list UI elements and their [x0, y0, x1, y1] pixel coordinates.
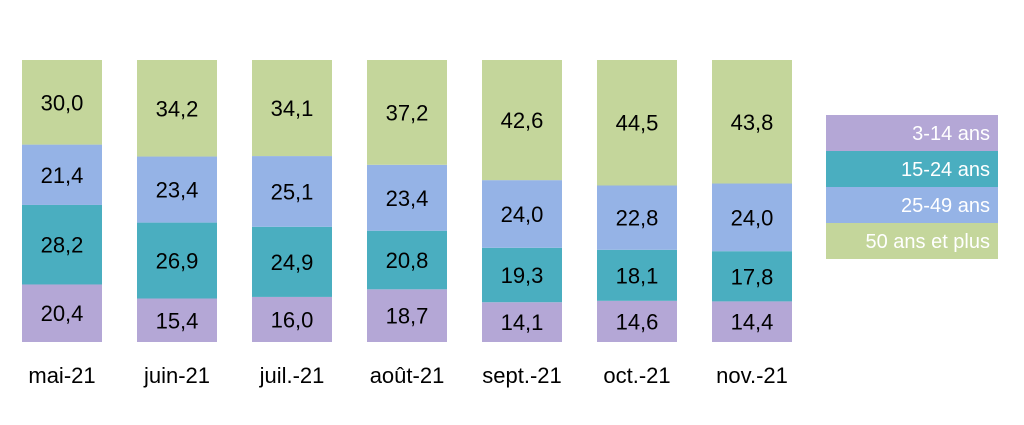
category-label: juin-21 — [143, 363, 210, 388]
bar-segment — [367, 289, 447, 342]
bar-segment — [22, 60, 102, 145]
data-label: 16,0 — [271, 307, 314, 332]
bar-segment — [137, 60, 217, 157]
bar-segment — [137, 222, 217, 299]
data-label: 21,4 — [41, 163, 84, 188]
data-label: 26,9 — [156, 249, 199, 274]
category-labels: mai-21 juin-21 juil.-21 août-21 sept.-21 oct.… — [28, 363, 788, 388]
legend-swatch — [826, 223, 998, 259]
data-label: 24,0 — [731, 205, 774, 230]
bar-segment — [137, 156, 217, 223]
legend-swatch — [826, 151, 998, 187]
bar-segment — [22, 204, 102, 285]
category-label: mai-21 — [28, 363, 95, 388]
data-label: 34,2 — [156, 96, 199, 121]
legend-swatch — [826, 187, 998, 223]
data-label: 28,2 — [41, 233, 84, 258]
legend-label: 15-24 ans — [901, 159, 990, 181]
data-label: 14,1 — [501, 310, 544, 335]
category-label: juil.-21 — [259, 363, 325, 388]
bar-segment — [137, 298, 217, 342]
data-label: 18,7 — [386, 304, 429, 329]
category-label: sept.-21 — [482, 363, 562, 388]
data-label: 22,8 — [616, 206, 659, 231]
data-label: 20,4 — [41, 301, 84, 326]
bar-segment — [367, 60, 447, 165]
bar-segment — [482, 247, 562, 303]
data-label: 42,6 — [501, 108, 544, 133]
data-label: 20,8 — [386, 248, 429, 273]
bar-segment — [597, 60, 677, 186]
bar-segment — [712, 60, 792, 184]
bar-segment — [712, 251, 792, 302]
data-label: 15,4 — [156, 308, 199, 333]
data-label: 24,0 — [501, 202, 544, 227]
bar-segment — [367, 164, 447, 231]
data-label: 23,4 — [386, 186, 429, 211]
category-label: oct.-21 — [603, 363, 670, 388]
bar-segment — [252, 60, 332, 157]
bars-group: 20,4 28,2 21,4 30,0 15,4 26,9 23,4 34,2 16,0 24,9… — [22, 60, 792, 342]
bar-segment — [22, 284, 102, 342]
bar-segment — [367, 230, 447, 290]
data-label: 34,1 — [271, 96, 314, 121]
bar-segment — [252, 296, 332, 342]
bar-segment — [597, 249, 677, 301]
category-label: nov.-21 — [716, 363, 788, 388]
data-label: 44,5 — [616, 111, 659, 136]
data-label: 43,8 — [731, 110, 774, 135]
bar-segment — [597, 300, 677, 342]
bar-segment — [482, 180, 562, 248]
bar-segment — [712, 301, 792, 342]
data-label: 25,1 — [271, 179, 314, 204]
legend-label: 3-14 ans — [912, 123, 990, 145]
legend: 3-14 ans 15-24 ans 25-49 ans 50 ans et plus — [826, 115, 998, 259]
data-label: 23,4 — [156, 178, 199, 203]
data-label: 37,2 — [386, 100, 429, 125]
bar-segment — [252, 156, 332, 227]
data-label: 24,9 — [271, 250, 314, 275]
data-label: 14,4 — [731, 310, 774, 335]
data-label: 17,8 — [731, 264, 774, 289]
data-label: 14,6 — [616, 309, 659, 334]
data-label: 18,1 — [616, 263, 659, 288]
bar-segment — [712, 183, 792, 252]
bar-segment — [482, 302, 562, 342]
bar-segment — [597, 185, 677, 250]
category-label: août-21 — [370, 363, 445, 388]
legend-swatch — [826, 115, 998, 151]
legend-label: 25-49 ans — [901, 195, 990, 217]
legend-label: 50 ans et plus — [865, 231, 990, 253]
bar-segment — [482, 60, 562, 181]
bar-segment — [252, 226, 332, 297]
data-label: 19,3 — [501, 263, 544, 288]
data-label: 30,0 — [41, 90, 84, 115]
bar-segment — [22, 144, 102, 205]
